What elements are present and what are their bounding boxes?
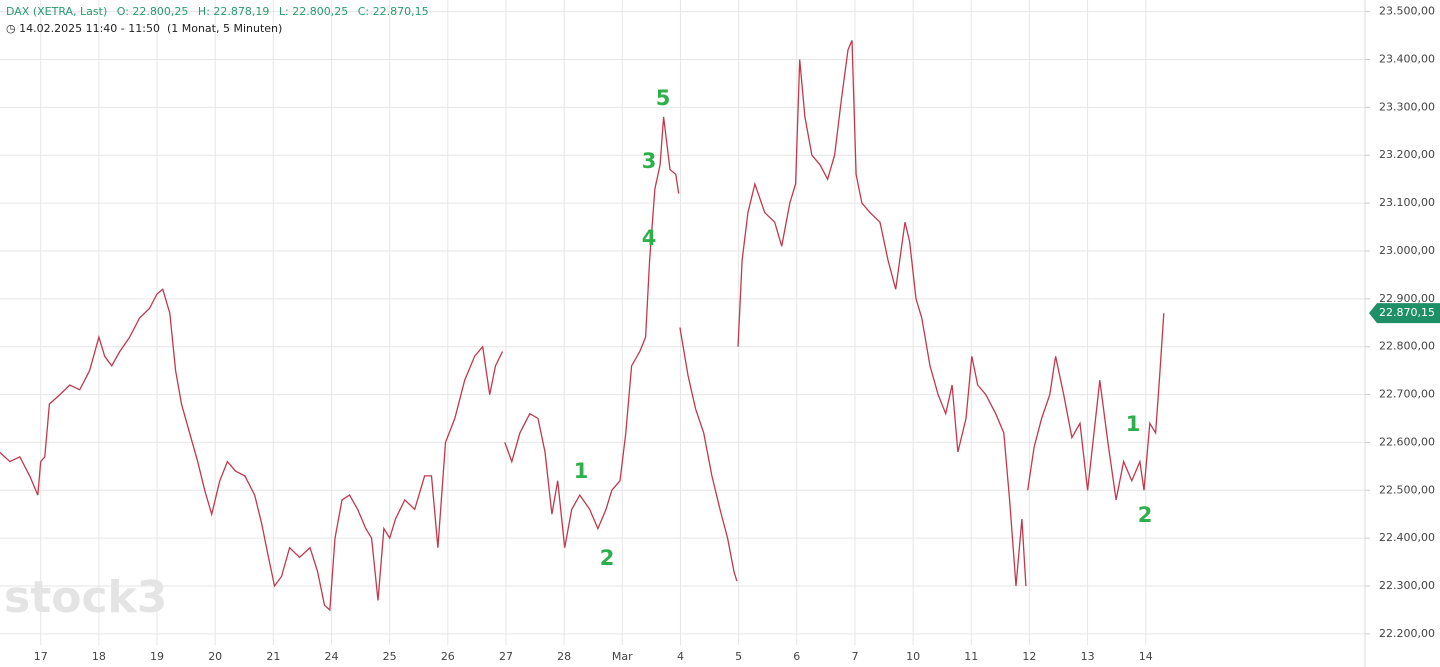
subtitle: 14.02.2025 11:40 - 11:50 xyxy=(19,22,160,35)
last-price-badge xyxy=(1369,303,1440,324)
x-tick-label: 20 xyxy=(208,650,222,663)
price-line xyxy=(504,116,680,548)
header: DAX (XETRA, Last) O: 22.800,25 H: 22.878… xyxy=(6,5,435,18)
y-tick-label: 22.900,00 xyxy=(1379,292,1435,305)
x-tick-label: 11 xyxy=(964,650,978,663)
x-tick-label: 12 xyxy=(1022,650,1036,663)
x-tick-label: 14 xyxy=(1139,650,1153,663)
price-line xyxy=(679,327,738,582)
wave-label: 2 xyxy=(1138,503,1153,527)
y-tick-label: 22.200,00 xyxy=(1379,627,1435,640)
y-tick-label: 22.800,00 xyxy=(1379,340,1435,353)
wave-label: 2 xyxy=(600,546,615,570)
x-tick-label: Mar xyxy=(612,650,633,663)
x-tick-label: 21 xyxy=(266,650,280,663)
price-line xyxy=(1027,313,1165,501)
ohlc: C: 22.870,15 xyxy=(357,5,429,18)
x-tick-label: 27 xyxy=(499,650,513,663)
y-tick-label: 22.700,00 xyxy=(1379,388,1435,401)
y-tick-label: 23.100,00 xyxy=(1379,196,1435,209)
x-tick-label: 24 xyxy=(325,650,339,663)
ohlc: O: 22.800,25 xyxy=(116,5,189,18)
wave-label: 5 xyxy=(656,86,671,110)
y-tick-label: 22.600,00 xyxy=(1379,435,1435,448)
x-tick-label: 5 xyxy=(735,650,742,663)
price-line xyxy=(0,288,504,612)
watermark: stock3 xyxy=(4,572,167,623)
x-tick-label: 13 xyxy=(1081,650,1095,663)
last-price-label: 22.870,15 xyxy=(1379,306,1435,319)
y-tick-label: 23.500,00 xyxy=(1379,5,1435,18)
x-tick-label: 7 xyxy=(851,650,858,663)
ohlc: H: 22.878,19 xyxy=(197,5,270,18)
wave-label: 1 xyxy=(1126,412,1141,436)
ohlc: L: 22.800,25 xyxy=(278,5,349,18)
y-tick-label: 22.500,00 xyxy=(1379,483,1435,496)
x-tick-label: 10 xyxy=(906,650,920,663)
price-line xyxy=(737,40,1027,587)
x-tick-label: 17 xyxy=(34,650,48,663)
y-tick-label: 23.400,00 xyxy=(1379,52,1435,65)
y-tick-label: 23.300,00 xyxy=(1379,100,1435,113)
title: DAX (XETRA, Last) xyxy=(6,5,108,18)
y-tick-label: 22.400,00 xyxy=(1379,531,1435,544)
x-tick-label: 26 xyxy=(441,650,455,663)
x-tick-label: 25 xyxy=(383,650,397,663)
y-tick-label: 23.000,00 xyxy=(1379,244,1435,257)
wave-label: 4 xyxy=(642,226,657,250)
subheader: ◷ 14.02.2025 11:40 - 11:50 (1 Monat, 5 M… xyxy=(6,22,283,35)
wave-label: 3 xyxy=(642,149,657,173)
x-tick-label: 19 xyxy=(150,650,164,663)
y-tick-label: 22.300,00 xyxy=(1379,579,1435,592)
x-tick-label: 18 xyxy=(92,650,106,663)
y-tick-label: 23.200,00 xyxy=(1379,148,1435,161)
x-tick-label: 4 xyxy=(677,650,684,663)
wave-label: 1 xyxy=(574,459,589,483)
x-tick-label: 6 xyxy=(793,650,800,663)
period: (1 Monat, 5 Minuten) xyxy=(166,22,283,35)
x-tick-label: 28 xyxy=(557,650,571,663)
